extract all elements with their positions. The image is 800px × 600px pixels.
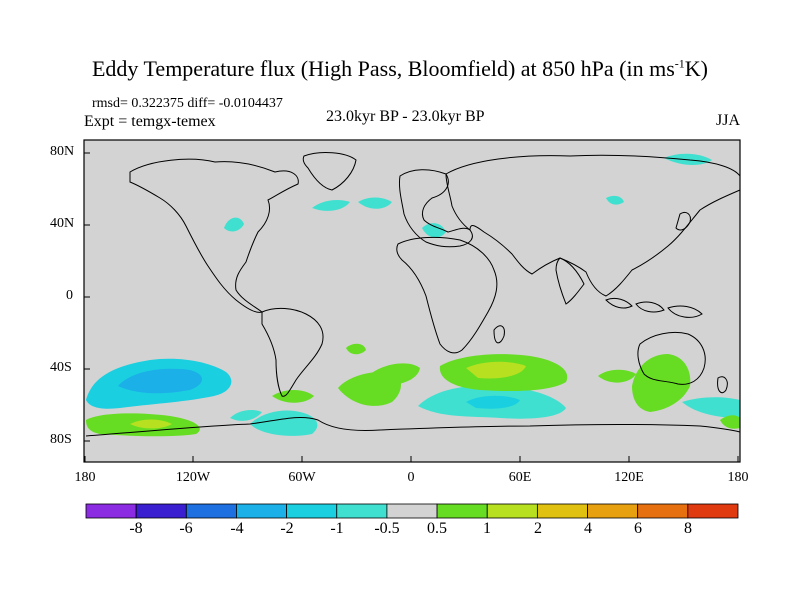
axis-ticks	[84, 152, 739, 462]
lat-label-80n: 80N	[50, 144, 75, 159]
anomaly-patch-south-indian-core-positive	[466, 361, 526, 379]
anomaly-patch-south-america-tip	[272, 390, 314, 403]
lon-label-120w: 120W	[175, 470, 211, 485]
lon-label-120e: 120E	[614, 470, 644, 485]
colorbar-label-9: 2	[534, 520, 542, 537]
colorbar-swatch	[135, 503, 187, 519]
colorbar-swatch	[637, 503, 689, 519]
colorbar-swatch	[587, 503, 639, 519]
coast-australia	[637, 331, 706, 385]
colorbar-swatch	[486, 503, 538, 519]
map-frame	[83, 139, 741, 463]
colorbar-swatch	[185, 503, 237, 519]
anomaly-patch-south-atlantic-small	[346, 343, 366, 355]
colorbar-label-3: -4	[230, 520, 244, 537]
experiment-label: Expt = temgx-temex	[84, 113, 216, 130]
positive-anomalies	[86, 343, 740, 437]
coast-indonesia-2	[635, 301, 665, 313]
colorbar-label-12: 8	[684, 520, 692, 537]
coast-indonesia-1	[605, 297, 633, 309]
negative-anomalies	[86, 153, 740, 436]
anomaly-patch-north-atlantic-west	[312, 200, 350, 211]
colorbar-swatch	[536, 503, 588, 519]
plot-title: Eddy Temperature flux (High Pass, Bloomf…	[0, 56, 800, 82]
anomaly-patch-south-atlantic	[368, 363, 420, 386]
colorbar-label-11: 6	[634, 520, 642, 537]
lon-label-180w: 180	[74, 470, 96, 485]
coast-asia	[445, 154, 741, 297]
anomaly-patch-east-edge	[720, 415, 740, 429]
anomaly-patch-central-asia	[606, 195, 624, 205]
colorbar-swatch	[286, 503, 338, 519]
period-label: 23.0kyr BP - 23.0kyr BP	[326, 108, 485, 125]
coast-antarctica	[85, 416, 741, 437]
colorbar-swatch	[386, 503, 438, 519]
coast-new-zealand	[717, 376, 728, 394]
anomaly-patch-south-pacific-core	[118, 368, 202, 394]
lon-label-60w: 60W	[288, 470, 316, 485]
colorbar-label-8: 1	[483, 520, 491, 537]
colorbar-label-5: -1	[330, 520, 344, 537]
anomaly-patch-north-atlantic-east	[358, 197, 392, 209]
coast-north-america	[129, 158, 299, 313]
colorbar-label-6: -0.5	[374, 520, 400, 537]
colorbar-swatch	[85, 503, 137, 519]
lat-label-40s: 40S	[50, 360, 72, 375]
anomaly-patch-south-indian-east	[598, 369, 636, 383]
coast-greenland	[302, 152, 357, 191]
lon-label-180e: 180	[727, 470, 749, 485]
lon-label-0: 0	[407, 470, 415, 485]
colorbar-swatch	[336, 503, 388, 519]
map-background	[84, 140, 740, 462]
title-main: Eddy Temperature flux (High Pass, Bloomf…	[91, 56, 675, 81]
coast-japan	[675, 211, 691, 231]
coast-europe	[399, 169, 473, 248]
lon-label-60e: 60E	[508, 470, 532, 485]
coast-madagascar	[493, 325, 505, 344]
anomaly-patch-antarctic-coast-west-core	[130, 419, 172, 429]
anomaly-patch-north-america	[224, 217, 244, 232]
anomaly-patch-antarctic-pacific	[230, 410, 262, 421]
lat-label-40n: 40N	[50, 216, 75, 231]
lat-label-80s: 80S	[50, 432, 72, 447]
season-label: JJA	[716, 112, 741, 129]
colorbar-swatch	[687, 503, 739, 519]
lat-label-0: 0	[66, 288, 73, 303]
colorbar-label-1: -8	[129, 520, 143, 537]
colorbar-label-7: 0.5	[427, 520, 447, 537]
coastlines	[85, 152, 741, 437]
colorbar-label-10: 4	[584, 520, 592, 537]
anomaly-patch-south-indian-core	[466, 395, 520, 409]
anomaly-patch-mediterranean	[422, 223, 446, 238]
coast-africa	[396, 236, 498, 354]
anomaly-patch-southeast	[682, 397, 740, 418]
coast-india	[555, 257, 585, 305]
title-end: K)	[684, 56, 708, 81]
anomaly-patch-australia	[632, 354, 691, 412]
colorbar	[85, 503, 739, 519]
colorbar-swatch	[236, 503, 288, 519]
coast-new-guinea	[667, 305, 703, 318]
stats-text: rmsd= 0.322375 diff= -0.0104437	[92, 96, 283, 111]
title-exponent: -1	[674, 56, 685, 71]
coast-south-america	[261, 307, 324, 397]
colorbar-label-2: -6	[179, 520, 193, 537]
anomaly-patch-drake-passage	[250, 410, 318, 436]
colorbar-label-4: -2	[280, 520, 294, 537]
colorbar-swatch	[436, 503, 488, 519]
